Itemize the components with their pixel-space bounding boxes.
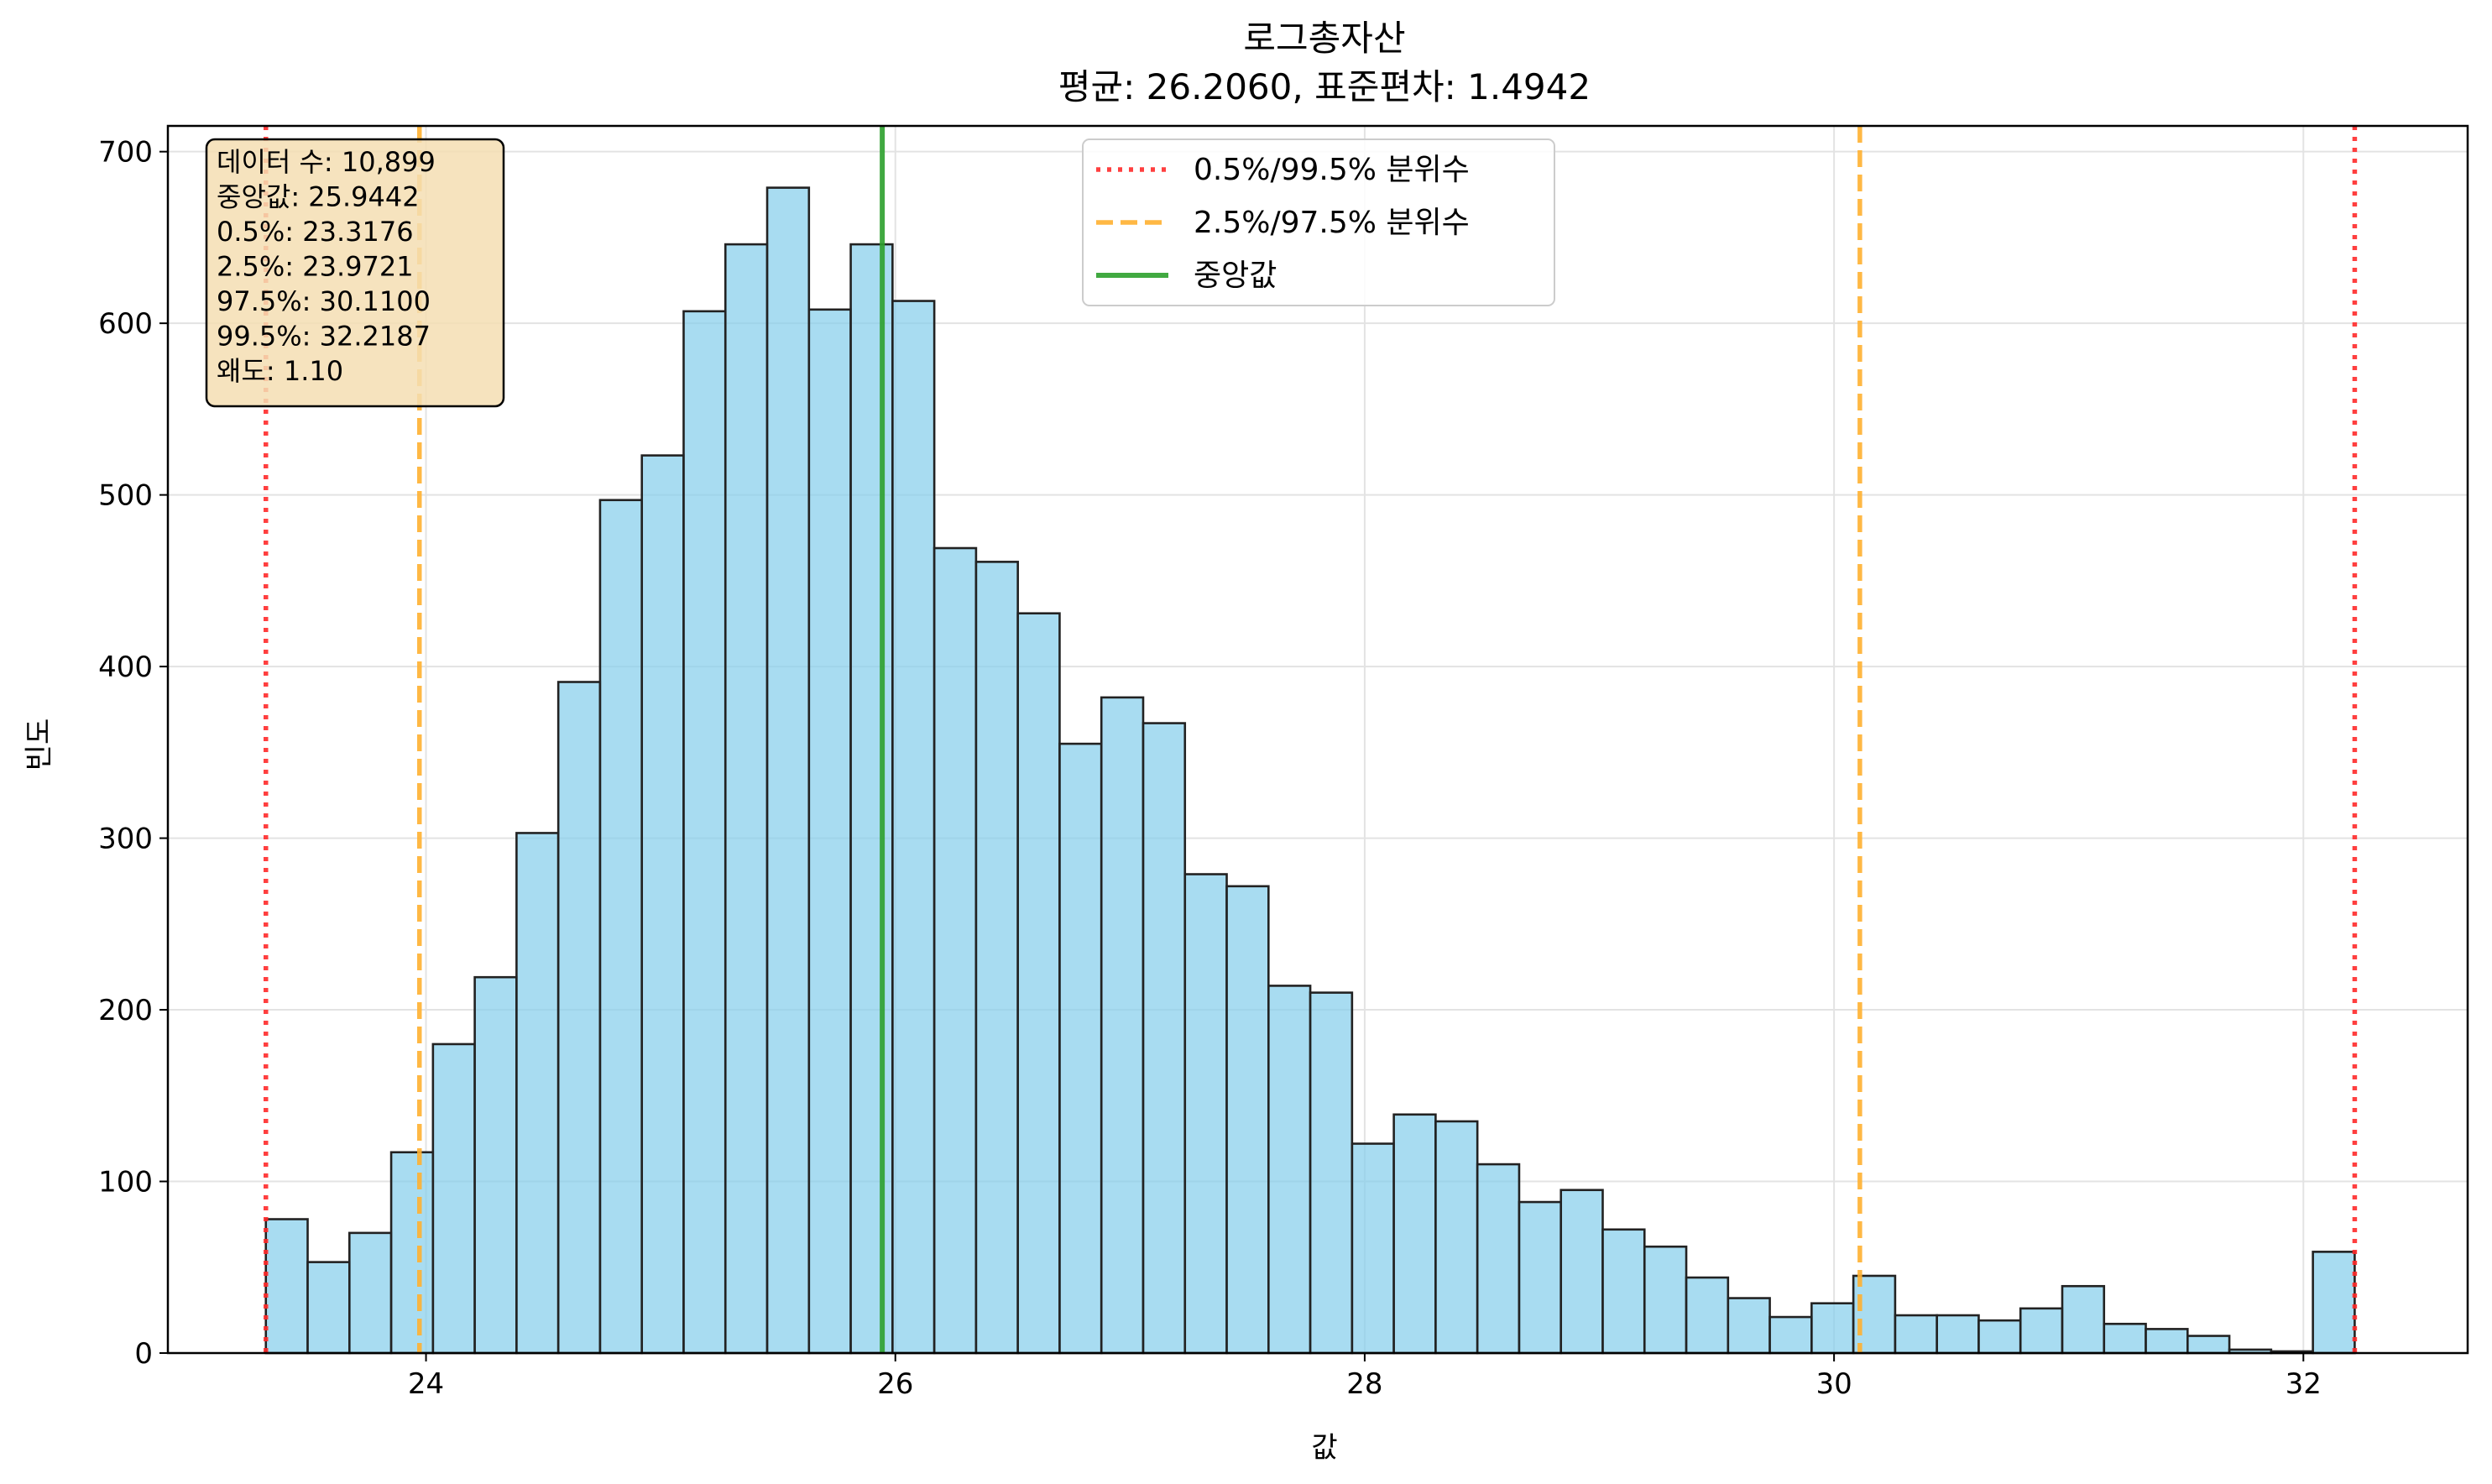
x-tick-label: 26: [877, 1367, 913, 1401]
histogram-bar: [640, 454, 685, 1355]
histogram-bar: [389, 1151, 435, 1355]
histogram-bar: [1016, 612, 1061, 1355]
histogram-bar: [1810, 1302, 1855, 1355]
y-tick-label: 0: [134, 1337, 153, 1371]
axis-ticks: 24 26 28 30 32 0 100 200 300 400 500 600 700: [98, 136, 2322, 1401]
histogram-bar: [2103, 1322, 2147, 1355]
stats-line: 97.5%: 30.1100: [217, 285, 431, 317]
stats-line: 데이터 수: 10,899: [217, 146, 436, 178]
histogram-bar: [473, 975, 518, 1355]
histogram-bar: [1894, 1314, 1938, 1355]
histogram-bar: [1852, 1274, 1897, 1355]
stats-line: 왜도: 1.10: [217, 355, 343, 387]
histogram-bar: [1518, 1200, 1563, 1355]
legend-box: [1082, 138, 1555, 306]
histogram-bar: [849, 243, 894, 1355]
y-axis-label: 빈도: [23, 718, 56, 771]
histogram-bar: [556, 681, 602, 1355]
histogram-bar: [1183, 873, 1228, 1355]
histogram-bar: [1392, 1113, 1437, 1355]
histogram-bar: [1225, 885, 1270, 1355]
histogram-bar: [974, 561, 1019, 1355]
histogram-bar: [2061, 1284, 2106, 1355]
stats-box-background: [205, 138, 505, 408]
histogram-bar: [1100, 696, 1145, 1355]
histogram-bar: [1142, 722, 1187, 1355]
chart-title: 로그총자산: [1243, 18, 1405, 59]
histogram-bar: [1350, 1142, 1395, 1355]
stats-line: 2.5%: 23.9721: [217, 251, 414, 283]
stats-line: 99.5%: 32.2187: [217, 321, 431, 353]
histogram-bar: [264, 1218, 309, 1355]
y-tick-label: 500: [98, 479, 153, 513]
histogram-bar: [1977, 1319, 2022, 1355]
histogram-bar: [1936, 1314, 1980, 1355]
y-tick-label: 400: [98, 651, 153, 684]
histogram-bar: [1727, 1297, 1771, 1355]
y-tick-label: 700: [98, 136, 153, 170]
histogram-bar: [598, 499, 644, 1355]
histogram-bar: [891, 300, 936, 1355]
x-axis-label: 값: [1311, 1431, 1337, 1465]
y-tick-label: 100: [98, 1166, 153, 1199]
stats-line: 0.5%: 23.3176: [217, 216, 414, 248]
y-tick-label: 200: [98, 994, 153, 1027]
legend-label: 0.5%/99.5% 분위수: [1194, 153, 1470, 187]
reference-lines-layer: [264, 126, 2358, 1353]
histogram-bar: [724, 243, 769, 1355]
y-tick-label: 300: [98, 823, 153, 856]
x-tick-label: 24: [408, 1367, 444, 1401]
y-tick-label: 600: [98, 307, 153, 341]
histogram-bar: [682, 310, 727, 1355]
legend-label: 2.5%/97.5% 분위수: [1194, 206, 1470, 240]
histogram-bar: [2186, 1335, 2231, 1355]
histogram-bar: [1643, 1245, 1688, 1355]
histogram-bar: [933, 546, 978, 1355]
histogram-bar: [1058, 742, 1103, 1355]
chart-subtitle: 평균: 26.2060, 표준편차: 1.4942: [1058, 66, 1591, 107]
histogram-bar: [1601, 1228, 1646, 1355]
histogram-bar: [2019, 1307, 2064, 1355]
histogram-bar: [515, 832, 560, 1355]
histogram-bar: [1309, 991, 1354, 1355]
x-tick-label: 30: [1815, 1367, 1852, 1401]
stats-line: 중앙값: 25.9442: [217, 181, 420, 213]
histogram-bar: [431, 1042, 476, 1355]
histogram-bar: [2312, 1251, 2356, 1355]
bars-layer: [264, 186, 2356, 1355]
histogram-bar: [765, 186, 811, 1355]
histogram-bar: [1434, 1120, 1479, 1355]
histogram-bar: [1476, 1163, 1521, 1355]
histogram-bar: [1768, 1315, 1813, 1355]
histogram-bar: [807, 308, 852, 1355]
histogram-bar: [1559, 1189, 1604, 1355]
histogram-bar: [1685, 1276, 1730, 1355]
legend-label: 중앙값: [1194, 259, 1277, 293]
x-tick-label: 32: [2286, 1367, 2322, 1401]
x-tick-label: 28: [1346, 1367, 1382, 1401]
histogram-bar: [348, 1231, 393, 1355]
plot-frame: [166, 124, 2469, 1355]
histogram-bar: [1267, 985, 1312, 1355]
histogram-bar: [2145, 1328, 2189, 1355]
histogram-bar: [306, 1261, 351, 1355]
